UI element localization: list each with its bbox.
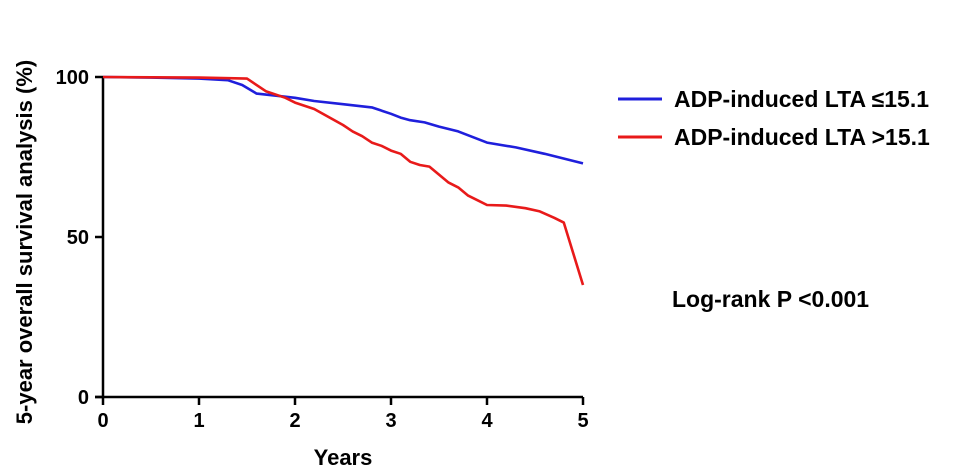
x-tick-label: 3	[385, 410, 396, 432]
x-tick-label: 2	[289, 410, 300, 432]
series-line-1	[102, 75, 584, 165]
x-tick-label: 4	[481, 410, 493, 432]
series-line-2	[102, 75, 585, 286]
legend: ADP-induced LTA ≤15.1 ADP-induced LTA >1…	[618, 86, 930, 150]
y-axis-ticks: 0 50 100	[56, 67, 103, 409]
x-tick-label: 1	[193, 410, 204, 432]
legend-item-1: ADP-induced LTA ≤15.1	[618, 86, 929, 112]
y-tick-label: 0	[78, 387, 89, 409]
x-axis-ticks: 0 1 2 3 4 5	[97, 397, 589, 432]
y-tick-label: 50	[67, 227, 89, 249]
x-tick-label: 0	[97, 410, 108, 432]
legend-label-1: ADP-induced LTA ≤15.1	[674, 86, 929, 112]
legend-item-2: ADP-induced LTA >15.1	[618, 124, 930, 150]
x-tick-label: 5	[577, 410, 588, 432]
log-rank-annotation: Log-rank P <0.001	[672, 286, 869, 312]
x-axis-title: Years	[314, 445, 373, 470]
plot-area: 0 50 100 0 1 2 3 4 5	[56, 67, 589, 432]
series-lines	[102, 75, 585, 286]
legend-label-2: ADP-induced LTA >15.1	[674, 124, 930, 150]
y-tick-label: 100	[56, 67, 89, 89]
y-axis-title: 5-year overall survival analysis (%)	[12, 60, 37, 424]
